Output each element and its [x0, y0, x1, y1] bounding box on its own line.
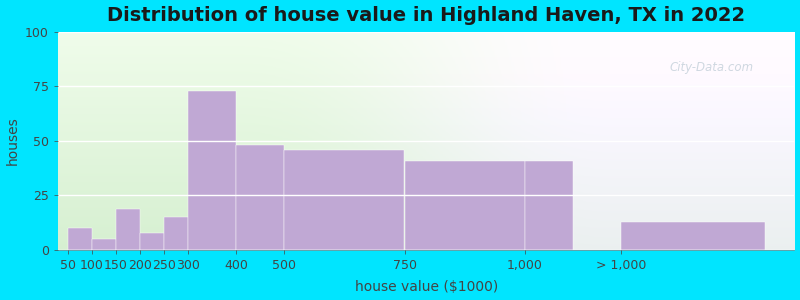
- Bar: [236, 145, 284, 250]
- Bar: [405, 160, 525, 250]
- Bar: [284, 150, 405, 250]
- Bar: [92, 239, 116, 250]
- Bar: [116, 208, 140, 250]
- Title: Distribution of house value in Highland Haven, TX in 2022: Distribution of house value in Highland …: [107, 6, 746, 25]
- Bar: [164, 217, 188, 250]
- Bar: [68, 228, 91, 250]
- Bar: [525, 160, 573, 250]
- Bar: [188, 91, 236, 250]
- Bar: [622, 222, 766, 250]
- Text: City-Data.com: City-Data.com: [670, 61, 754, 74]
- X-axis label: house value ($1000): house value ($1000): [354, 280, 498, 294]
- Y-axis label: houses: houses: [6, 116, 19, 165]
- Bar: [140, 232, 164, 250]
